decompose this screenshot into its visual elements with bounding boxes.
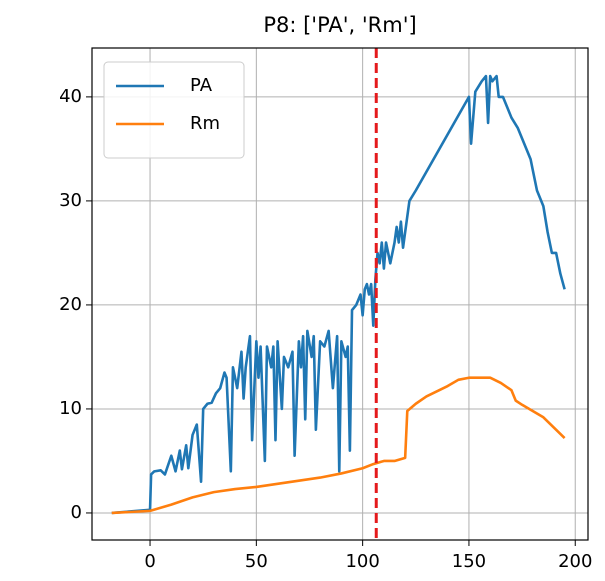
legend-label: Rm: [190, 113, 220, 134]
x-tick-label: 0: [144, 551, 155, 572]
x-tick-label: 200: [558, 551, 592, 572]
y-tick-label: 0: [71, 502, 82, 523]
data-line: [111, 376, 566, 515]
y-tick-label: 10: [59, 398, 82, 419]
x-tick-label: 50: [245, 551, 268, 572]
x-tick-label: 150: [452, 551, 486, 572]
plot-frame: [91, 47, 589, 541]
legend-label: PA: [190, 75, 213, 96]
data-line: [111, 74, 566, 515]
y-tick-label: 30: [59, 190, 82, 211]
legend-box: [103, 61, 245, 159]
y-tick-label: 40: [59, 86, 82, 107]
x-tick-label: 100: [345, 551, 379, 572]
y-tick-label: 20: [59, 294, 82, 315]
chart-title: P8: ['PA', 'Rm']: [263, 13, 416, 37]
